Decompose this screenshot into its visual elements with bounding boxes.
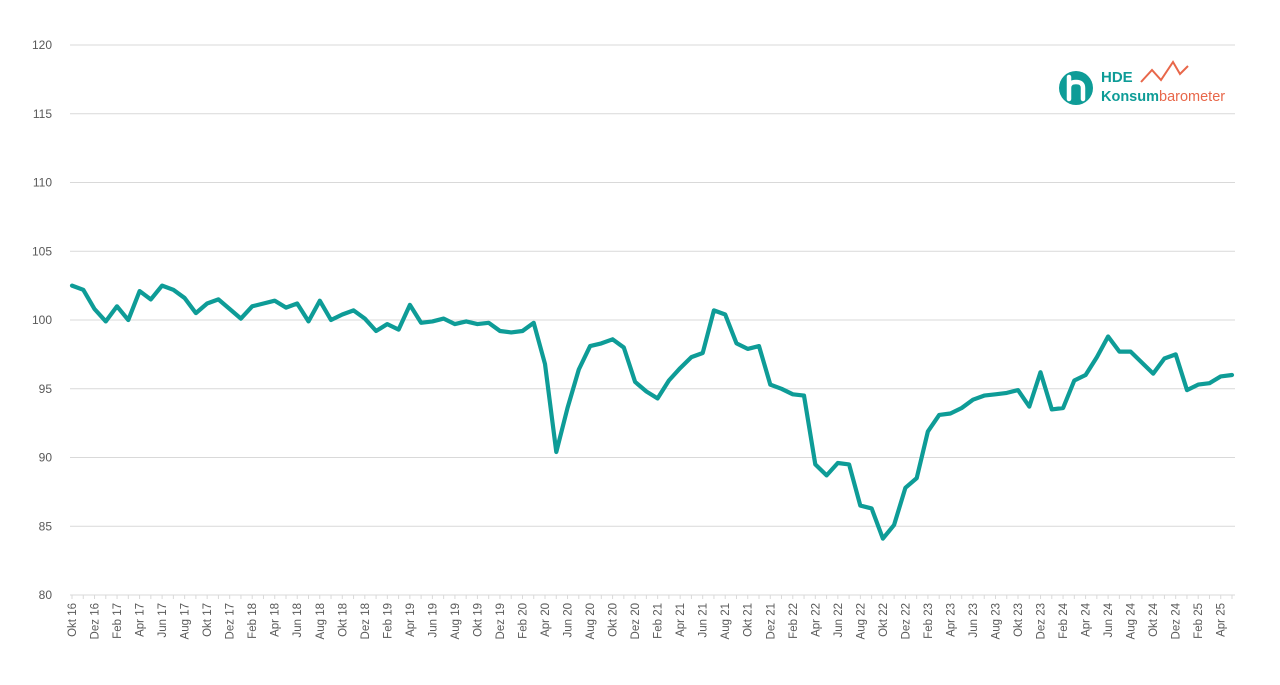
y-tick-label: 95 [39,382,53,396]
y-tick-label: 115 [33,107,52,121]
x-tick-label: Apr 22 [810,603,822,637]
x-tick-label: Apr 21 [675,603,687,637]
logo-word-konsum: Konsum [1101,89,1159,105]
x-tick-label: Dez 24 [1171,602,1183,639]
x-tick-label: Aug 19 [450,603,462,639]
y-tick-label: 100 [32,313,52,327]
x-tick-label: Jun 22 [833,603,845,638]
x-tick-label: Apr 23 [945,603,957,637]
y-tick-label: 120 [32,38,52,52]
x-tick-label: Apr 25 [1216,603,1228,637]
y-tick-label: 110 [33,176,52,190]
x-tick-label: Feb 17 [112,603,124,639]
logo-wordmark: Konsumbarometer [1101,89,1225,105]
x-tick-label: Dez 19 [495,603,507,639]
series-layer [69,283,1235,541]
x-tick-label: Aug 23 [990,603,1002,639]
y-tick-label: 80 [39,588,53,602]
x-tick-label: Aug 17 [180,603,192,639]
x-tick-label: Apr 24 [1081,602,1093,636]
x-tick-label: Dez 22 [900,603,912,639]
x-tick-label: Jun 18 [292,603,304,638]
x-tick-label: Jun 21 [698,603,710,638]
hde-logo-circle-icon [1059,71,1093,105]
x-tick-label: Okt 23 [1013,603,1025,637]
x-tick-label: Dez 20 [630,603,642,639]
x-tick-label: Okt 24 [1148,602,1160,636]
x-tick-label: Jun 24 [1103,602,1115,637]
x-tick-label: Aug 21 [720,603,732,639]
x-tick-label: Jun 19 [427,603,439,638]
x-tick-label: Feb 18 [247,603,259,639]
x-tick-label: Jun 23 [968,603,980,638]
x-tick-label: Okt 22 [878,603,890,637]
x-tick-label: Dez 23 [1036,603,1048,639]
x-tick-label: Okt 20 [608,603,620,637]
x-tick-label: Feb 22 [788,603,800,639]
gridlines [70,44,1235,599]
x-tick-label: Okt 16 [67,603,79,637]
logo-word-barometer: barometer [1159,89,1225,105]
x-tick-label: Apr 20 [540,603,552,637]
x-tick-label: Aug 24 [1126,602,1138,639]
x-tick-label: Feb 20 [517,603,529,639]
x-tick-label: Apr 19 [405,603,417,637]
logo-zigzag-icon [1140,60,1189,83]
x-tick-label: Apr 18 [270,603,282,637]
x-tick-label: Dez 17 [225,603,237,639]
x-tick-label: Okt 21 [743,603,755,637]
x-tick-label: Feb 24 [1058,602,1070,638]
hde-konsumbarometer-logo: HDE Konsumbarometer [1059,60,1225,105]
hde-logo-h-glyph-icon [1066,74,1086,102]
x-tick-label: Okt 19 [472,603,484,637]
x-tick-label: Dez 18 [360,603,372,639]
x-tick-label: Apr 17 [135,603,147,637]
y-tick-label: 90 [39,451,53,465]
x-tick-label: Jun 20 [563,603,575,638]
x-tick-label: Feb 25 [1193,603,1205,639]
x-tick-label: Dez 16 [90,603,102,639]
x-tick-label: Jun 17 [157,603,169,638]
x-tick-label: Okt 17 [202,603,214,637]
y-tick-label: 105 [32,244,52,258]
x-tick-label: Aug 22 [855,603,867,639]
x-tick-label: Aug 18 [315,603,327,639]
logo-brand: HDE [1101,69,1133,86]
x-tick-label: Dez 21 [765,603,777,639]
x-tick-label: Aug 20 [585,603,597,639]
x-tick-label: Okt 18 [337,603,349,637]
x-axis-ticks: Okt 16 Dez 16 Feb 17 Apr 17 Jun 17 Aug 17 Okt … [67,602,1228,639]
y-axis-ticks: 80 85 90 95 100 105 110 115 120 [32,38,52,602]
x-tick-label: Feb 23 [923,603,935,639]
series-line-0 [69,283,1235,541]
x-tick-label: Feb 19 [382,603,394,639]
y-tick-label: 85 [39,519,53,533]
x-tick-label: Feb 21 [653,603,665,639]
